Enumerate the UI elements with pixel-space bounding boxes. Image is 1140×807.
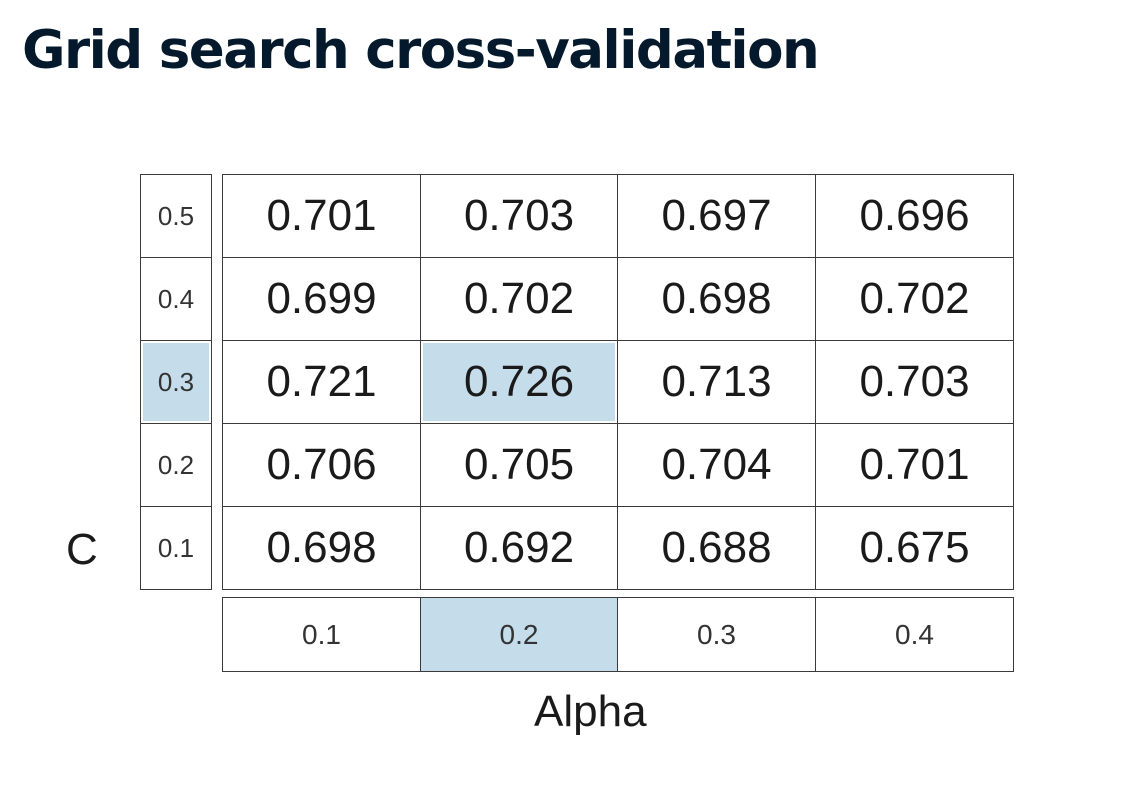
score-cell: 0.696 — [815, 174, 1014, 258]
score-cell-text: 0.703 — [859, 357, 970, 406]
score-cell-text: 0.703 — [463, 191, 575, 240]
row-label-cell-text: 0.2 — [157, 449, 195, 480]
score-cell-text: 0.706 — [266, 440, 377, 489]
col-label-cell-text: 0.3 — [697, 618, 736, 650]
col-label-cell-text: 0.4 — [895, 618, 934, 650]
row-label-cell: 0.1 — [140, 506, 212, 590]
highlight-fill — [143, 343, 209, 421]
col-label-cell-text: 0.2 — [499, 618, 539, 650]
col-axis-label: Alpha — [534, 687, 647, 736]
score-cell: 0.726 — [420, 340, 618, 424]
score-cell-text: 0.704 — [661, 440, 772, 489]
score-cell-text: 0.702 — [463, 274, 575, 323]
score-cell-text: 0.702 — [859, 274, 970, 323]
score-cell: 0.702 — [815, 257, 1014, 341]
slide-title: Grid search cross-validation — [22, 20, 820, 81]
score-cell-text: 0.698 — [266, 523, 377, 572]
score-cell-text: 0.699 — [266, 274, 377, 323]
score-cell-text: 0.688 — [661, 523, 772, 572]
score-cell-text: 0.675 — [859, 523, 970, 572]
score-cell: 0.702 — [420, 257, 618, 341]
col-label-cell: 0.2 — [420, 597, 618, 672]
score-cell: 0.705 — [420, 423, 618, 507]
col-label-cell: 0.3 — [617, 597, 816, 672]
row-label-cell-text: 0.3 — [157, 366, 195, 397]
score-cell-text: 0.692 — [463, 523, 575, 572]
score-cell: 0.697 — [617, 174, 816, 258]
score-cell: 0.701 — [222, 174, 421, 258]
score-cell-text: 0.701 — [266, 191, 377, 240]
score-cell-text: 0.697 — [661, 191, 772, 240]
row-label-cell-text: 0.1 — [157, 532, 195, 563]
score-cell: 0.698 — [617, 257, 816, 341]
score-cell-text: 0.713 — [661, 357, 772, 406]
row-label-cell: 0.3 — [140, 340, 212, 424]
score-cell-text: 0.726 — [463, 357, 575, 406]
col-label-cell-text: 0.1 — [302, 618, 341, 650]
highlight-fill — [421, 598, 617, 671]
score-cell: 0.704 — [617, 423, 816, 507]
row-label-cell: 0.5 — [140, 174, 212, 258]
col-label-cell: 0.1 — [222, 597, 421, 672]
row-label-cell-text: 0.4 — [157, 283, 195, 314]
score-cell-text: 0.721 — [266, 357, 377, 406]
score-cell-text: 0.705 — [463, 440, 575, 489]
score-cell-text: 0.701 — [859, 440, 970, 489]
score-cell: 0.692 — [420, 506, 618, 590]
highlight-fill — [423, 343, 615, 421]
score-cell: 0.701 — [815, 423, 1014, 507]
score-cell-text: 0.698 — [661, 274, 772, 323]
score-cell: 0.699 — [222, 257, 421, 341]
score-cell: 0.688 — [617, 506, 816, 590]
row-label-cell: 0.4 — [140, 257, 212, 341]
col-label-cell: 0.4 — [815, 597, 1014, 672]
score-cell: 0.703 — [815, 340, 1014, 424]
row-label-cell: 0.2 — [140, 423, 212, 507]
row-label-cell-text: 0.5 — [157, 200, 195, 231]
score-cell-text: 0.696 — [859, 191, 970, 240]
row-axis-label: C — [66, 525, 98, 574]
score-cell: 0.713 — [617, 340, 816, 424]
score-cell: 0.703 — [420, 174, 618, 258]
score-cell: 0.706 — [222, 423, 421, 507]
score-cell: 0.675 — [815, 506, 1014, 590]
score-cell: 0.698 — [222, 506, 421, 590]
score-cell: 0.721 — [222, 340, 421, 424]
